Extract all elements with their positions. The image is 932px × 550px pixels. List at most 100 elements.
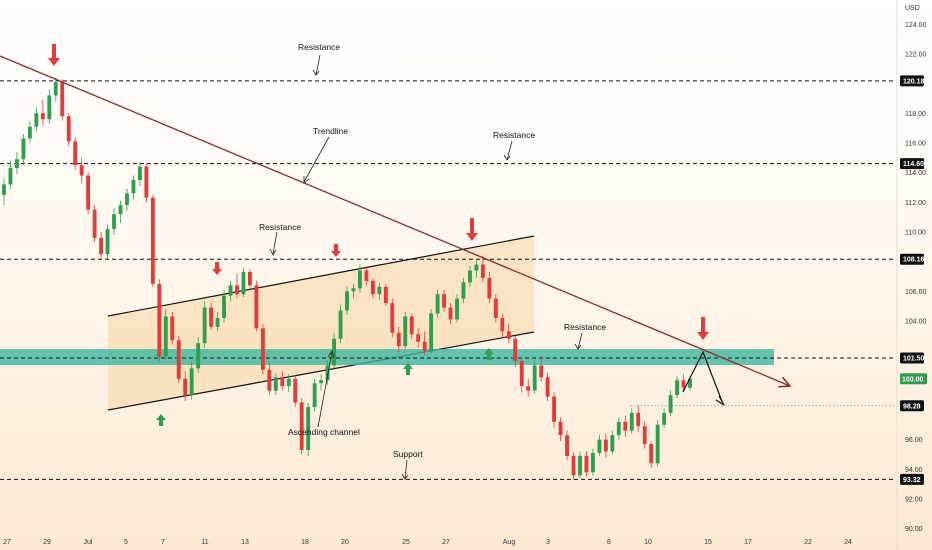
candle-body	[53, 82, 58, 96]
candle-body	[325, 365, 330, 381]
candle-body	[170, 316, 175, 341]
candle-body	[390, 303, 395, 333]
candle-body	[118, 205, 123, 215]
candle-body	[480, 264, 485, 278]
red-down-arrow-icon	[466, 218, 478, 241]
candle-body	[92, 209, 97, 238]
green-up-arrow-icon	[484, 348, 494, 360]
candle-body	[571, 455, 576, 476]
time-tick-label: 5	[124, 539, 128, 546]
time-tick-label: Aug	[503, 539, 516, 546]
price-tick-label: 118.00	[905, 111, 926, 118]
candle-body	[616, 421, 621, 436]
time-axis: 27 29 Jul 5 7 11 13 18 20 25 27 Aug 3 8 10 15 17 22 24	[3, 539, 852, 546]
candle-body	[409, 316, 414, 335]
candle-body	[668, 395, 673, 413]
candle-body	[79, 165, 84, 176]
candle-body	[513, 338, 518, 361]
price-tick-label: 106.00	[905, 289, 927, 296]
candle-body	[228, 285, 233, 296]
current-price-label: 100.00	[902, 376, 924, 383]
candle-body	[422, 341, 427, 351]
time-tick-label: 27	[442, 539, 450, 546]
candle-body	[286, 378, 291, 387]
level-price-label: 101.50	[903, 356, 925, 363]
candle-body	[474, 264, 479, 271]
candle-body	[312, 383, 317, 407]
candle-body	[267, 369, 272, 391]
candle-body	[34, 113, 39, 127]
candle-body	[468, 270, 472, 283]
level-price-label: 120.18	[903, 78, 925, 85]
candle-body	[15, 159, 19, 169]
channel-bottom-line	[107, 331, 535, 411]
candle-body	[150, 197, 155, 284]
candle-body	[209, 307, 214, 327]
ascending-channel-area	[108, 236, 534, 410]
candle-body	[597, 439, 602, 453]
candle-body	[157, 283, 162, 357]
level-price-badge	[900, 253, 924, 265]
candle-body	[351, 288, 356, 292]
candle-body	[260, 328, 265, 370]
candle-body	[539, 365, 544, 378]
candle-body	[519, 360, 524, 387]
price-tick-label: 94.00	[905, 467, 923, 474]
candle-body	[532, 365, 537, 391]
candle-body	[377, 286, 382, 295]
trendline	[0, 55, 790, 386]
candle-body	[675, 380, 679, 396]
candle-body	[338, 310, 343, 339]
candle-body	[649, 444, 654, 464]
candle-body	[455, 298, 459, 320]
time-tick-label: 3	[546, 539, 550, 546]
candle-body	[99, 237, 104, 255]
candle-body	[241, 271, 246, 295]
candle-body	[86, 175, 91, 210]
price-axis: 124.00 122.00 120.18 118.00 116.00 114.60 114.…	[900, 22, 927, 533]
candle-body	[578, 455, 582, 476]
level-price-badge	[900, 400, 924, 412]
level-price-label: 93.32	[903, 477, 921, 484]
candle-body	[202, 307, 207, 344]
candle-body	[448, 307, 453, 320]
candle-body	[429, 313, 434, 351]
candle-body	[565, 435, 569, 456]
candle-body	[247, 271, 252, 286]
candle-body	[163, 316, 168, 357]
candle-body	[358, 270, 362, 289]
candle-body	[636, 412, 641, 427]
candle-body	[196, 343, 201, 369]
time-tick-label: 7	[161, 539, 165, 546]
candle-body	[642, 426, 647, 445]
candle-body	[662, 412, 667, 425]
time-tick-label: 27	[3, 539, 11, 546]
candle-body	[364, 270, 369, 281]
candle-body	[688, 378, 692, 388]
current-price-badge	[900, 373, 927, 385]
time-tick-label: 11	[201, 539, 208, 546]
price-tick-label: 104.00	[905, 318, 927, 325]
candle-body	[416, 334, 421, 342]
price-tick-label: 90.00	[905, 526, 923, 533]
candle-body	[112, 214, 116, 229]
level-price-badge	[900, 473, 924, 485]
price-tick-label: 110.00	[905, 229, 926, 236]
candle-body	[293, 378, 298, 403]
candle-body	[332, 338, 336, 366]
candle-body	[60, 82, 65, 117]
red-arrows	[48, 44, 709, 340]
candles	[2, 77, 692, 480]
candle-body	[2, 184, 6, 195]
candle-body	[215, 317, 220, 327]
price-tick-label: 122.00	[905, 51, 927, 58]
time-tick-label: 25	[402, 539, 410, 546]
time-tick-label: 8	[607, 539, 611, 546]
level-price-badge	[900, 158, 924, 170]
price-tick-label: 116.00	[905, 140, 926, 147]
candle-body	[623, 421, 628, 431]
candle-body	[73, 141, 78, 166]
candle-body	[105, 228, 110, 255]
